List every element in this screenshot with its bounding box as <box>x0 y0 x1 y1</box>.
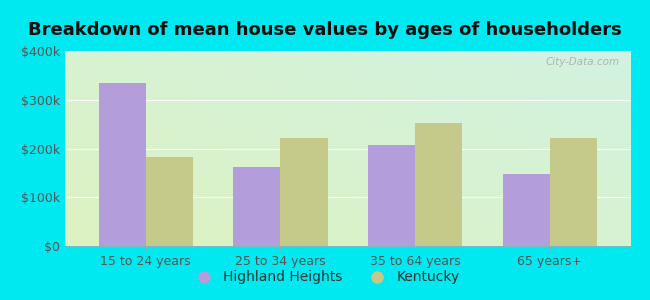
Bar <box>415 123 462 246</box>
Text: Breakdown of mean house values by ages of householders: Breakdown of mean house values by ages o… <box>28 21 622 39</box>
Bar <box>550 138 597 246</box>
Legend: Highland Heights, Kentucky: Highland Heights, Kentucky <box>185 265 465 290</box>
Bar <box>280 138 328 246</box>
Bar <box>368 145 415 246</box>
Bar <box>502 174 550 246</box>
Bar <box>99 83 146 246</box>
Bar <box>233 167 280 246</box>
Bar <box>146 157 193 246</box>
Text: City-Data.com: City-Data.com <box>545 57 619 67</box>
